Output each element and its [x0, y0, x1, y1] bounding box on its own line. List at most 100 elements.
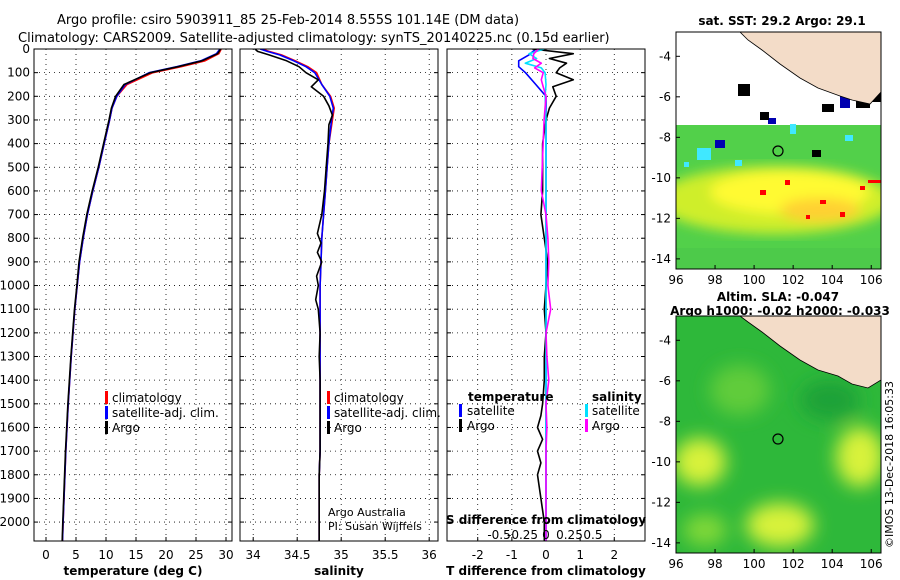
sla-argo-marker	[772, 433, 784, 445]
map-y-tick-label: -12	[651, 211, 671, 225]
map-y-tick-label: -8	[659, 414, 671, 428]
y-tick-label: 1800	[0, 468, 30, 482]
x-tick-label: 35.5	[372, 548, 399, 562]
series-line-argo	[61, 49, 222, 541]
map-x-tick-label: 98	[707, 273, 722, 287]
series-line-t-satellite	[517, 49, 547, 541]
series-line-climatology	[61, 49, 222, 541]
s-tick-label: 0.5	[583, 528, 602, 542]
temperature-panel: 0100200300400500600700800900100011001200…	[0, 42, 234, 578]
sst-map: sat. SST: 29.2 Argo: 29.1	[651, 14, 882, 287]
map-x-tick-label: 104	[821, 273, 844, 287]
legend-swatch-t-argo	[459, 419, 462, 432]
series-line-s-satellite	[524, 49, 547, 541]
legend-swatch-s-argo	[585, 419, 588, 432]
sst-map-title: sat. SST: 29.2 Argo: 29.1	[698, 14, 865, 28]
map-y-tick-label: -6	[659, 374, 671, 388]
y-tick-label: 100	[7, 66, 30, 80]
sla-map-field	[676, 316, 881, 553]
x-tick-label: 10	[98, 548, 113, 562]
x-tick-label: 15	[128, 548, 143, 562]
s-tick-label: 0	[542, 528, 550, 542]
legend-label-s-satellite: satellite	[592, 404, 640, 418]
salinity-lines	[254, 49, 336, 541]
legend-label-s-argo: Argo	[592, 419, 620, 433]
series-line-climatology	[261, 49, 336, 541]
map-y-tick-label: -6	[659, 90, 671, 104]
series-line-argo	[254, 49, 334, 541]
y-tick-label: 400	[7, 137, 30, 151]
legend-label-satellite: satellite-adj. clim.	[334, 406, 441, 420]
title-line-2: Climatology: CARS2009. Satellite-adjuste…	[18, 31, 610, 46]
y-tick-label: 300	[7, 113, 30, 127]
map-x-tick-label: 96	[668, 557, 683, 571]
legend-label-t-argo: Argo	[467, 419, 495, 433]
series-line-s-argo	[532, 49, 552, 541]
sst-argo-marker	[772, 145, 784, 157]
legend-swatch-t-satellite	[459, 404, 462, 417]
map-x-tick-label: 104	[821, 557, 844, 571]
x-tick-label: 30	[218, 548, 233, 562]
sla-map: Altim. SLA: -0.047 Argo h1000: -0.02 h20…	[651, 290, 889, 571]
x-tick-label: -1	[506, 548, 518, 562]
x-tick-label: 34	[246, 548, 261, 562]
legend-swatch-climatology	[105, 391, 108, 404]
temperature-tick-labels: 0 5 10 15 20 25 30	[42, 548, 233, 562]
legend-swatch-climatology	[327, 391, 330, 404]
temperature-lines	[61, 49, 222, 541]
salinity-tick-labels: 34 34.5 35 35.5 36	[246, 548, 437, 562]
series-line-satellite-adj-clim-	[259, 49, 335, 541]
credit-line-2: PI: Susan Wijffels	[328, 520, 422, 533]
sla-map-frame	[675, 315, 882, 554]
y-tick-label: 1200	[0, 326, 30, 340]
sla-anomaly-patches	[676, 365, 881, 547]
y-tick-label: 500	[7, 160, 30, 174]
legend-swatch-argo	[105, 421, 108, 434]
salinity-panel: 34 34.5 35 35.5 36 salinity climatology sate…	[239, 48, 441, 578]
s-tick-label: -0.5	[487, 528, 510, 542]
x-tick-label: 0	[42, 548, 50, 562]
y-tick-label: 1500	[0, 397, 30, 411]
map-y-tick-label: -12	[651, 495, 671, 509]
map-y-tick-label: -4	[659, 333, 671, 347]
y-tick-label: 600	[7, 184, 30, 198]
s-tick-label: 0.25	[556, 528, 583, 542]
legend-swatch-s-satellite	[585, 404, 588, 417]
series-line-t-argo	[532, 49, 575, 541]
x-tick-label: 35	[334, 548, 349, 562]
sst-map-tick-labels: 96 98 100 102 104 106 -4 -6 -8 -10 -12 -14	[651, 49, 882, 287]
x-tick-label: 0	[542, 548, 550, 562]
sla-map-tick-labels: 96 98 100 102 104 106 -4 -6 -8 -10 -12 -14	[651, 333, 882, 571]
map-y-tick-label: -10	[651, 455, 671, 469]
legend-label-climatology: climatology	[334, 391, 404, 405]
s-difference-tick-labels: -0.5-0.25 0 0.25 0.5	[487, 528, 602, 542]
y-tick-label: 700	[7, 208, 30, 222]
map-x-tick-label: 106	[860, 273, 883, 287]
x-tick-label: 34.5	[284, 548, 311, 562]
map-x-tick-label: 102	[782, 273, 805, 287]
map-y-tick-label: -8	[659, 130, 671, 144]
map-x-tick-label: 100	[743, 273, 766, 287]
sst-land	[739, 32, 881, 105]
map-x-tick-label: 106	[860, 557, 883, 571]
y-tick-label: 1700	[0, 444, 30, 458]
map-x-tick-label: 96	[668, 273, 683, 287]
sst-warm-band	[676, 166, 881, 234]
legend-swatch-argo	[327, 421, 330, 434]
title-line-1: Argo profile: csiro 5903911_85 25-Feb-20…	[57, 13, 519, 28]
difference-panel: -2 -1 0 1 2 T difference from climatology S …	[446, 48, 646, 578]
x-tick-label: 1	[576, 548, 584, 562]
y-tick-label: 1100	[0, 302, 30, 316]
legend-label-climatology: climatology	[112, 391, 182, 405]
x-tick-label: 5	[72, 548, 80, 562]
t-difference-xlabel: T difference from climatology	[446, 564, 646, 578]
sst-map-frame	[675, 31, 882, 270]
imos-footer: ©IMOS 13-Dec-2018 16:05:33	[883, 381, 896, 548]
y-tick-label: 2000	[0, 515, 30, 529]
legend-swatch-satellite	[105, 406, 108, 419]
x-tick-label: 36	[422, 548, 437, 562]
temperature-legend: climatology satellite-adj. clim. Argo	[105, 391, 219, 435]
map-x-tick-label: 100	[743, 557, 766, 571]
y-tick-label: 1300	[0, 350, 30, 364]
salinity-legend: climatology satellite-adj. clim. Argo	[327, 391, 441, 435]
